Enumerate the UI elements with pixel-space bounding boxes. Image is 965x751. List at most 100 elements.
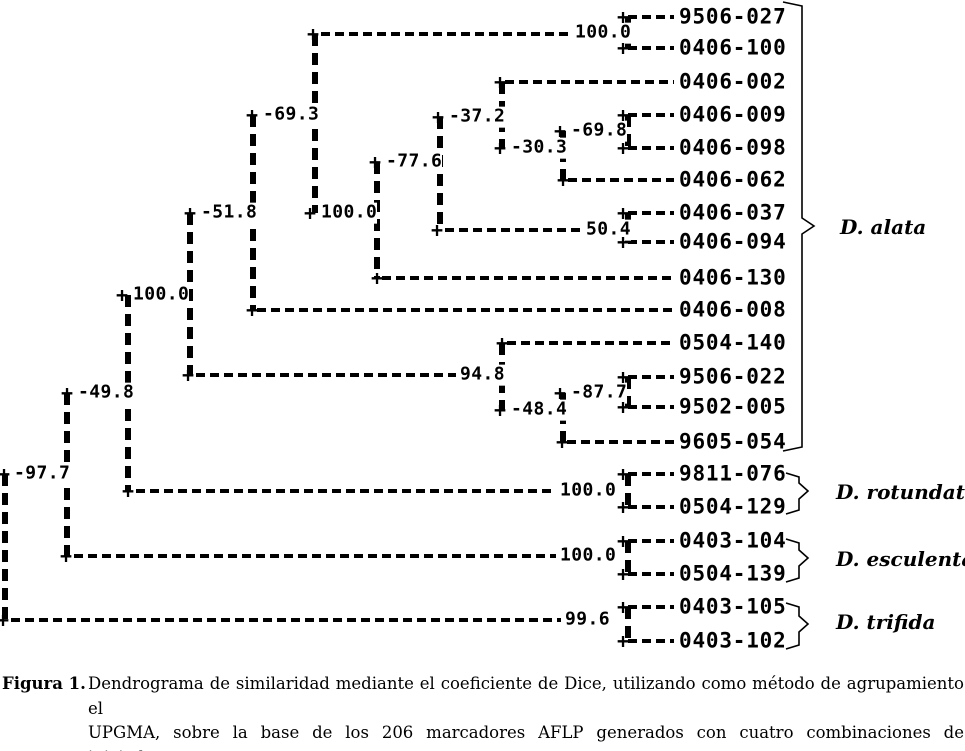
node-connector-a4	[437, 117, 443, 230]
dendrogram-tree: 100.0 -69.3 100.0 -77.6 -37.2 -30.3 -69.8 50.4 -…	[0, 1, 965, 651]
leaf-label: 0406-037	[679, 200, 787, 225]
plus-marker: +	[370, 266, 384, 290]
leaf-branch	[628, 639, 674, 643]
plus-marker: +	[556, 168, 570, 192]
leaf-label: 0406-008	[679, 297, 787, 322]
node-value-a4: -77.6	[386, 150, 443, 173]
species-bracket	[785, 472, 810, 515]
plus-marker: +	[59, 544, 73, 568]
leaf-branch	[628, 211, 674, 215]
plus-marker: +	[181, 363, 195, 387]
plus-marker: +	[616, 365, 630, 389]
leaf-label: 9502-005	[679, 394, 787, 419]
node-value-a17: 100.0	[560, 544, 617, 567]
leaf-label: 0504-140	[679, 330, 787, 355]
node-connector-a18	[625, 607, 631, 641]
plus-marker: +	[616, 395, 630, 419]
node-value-a3: 100.0	[321, 201, 378, 224]
plus-marker: +	[616, 36, 630, 60]
plus-marker: +	[616, 529, 630, 553]
plus-marker: +	[493, 70, 507, 94]
node-branch-a1	[321, 32, 571, 36]
leaf-branch	[628, 405, 674, 409]
plus-marker: +	[431, 105, 445, 129]
leaf-branch	[382, 276, 674, 280]
leaf-branch	[507, 341, 674, 345]
node-value-a18: 99.6	[565, 608, 610, 631]
leaf-branch	[628, 146, 674, 150]
leaf-label: 9506-027	[679, 4, 787, 29]
figure-caption: Figura 1. Dendrograma de similaridad med…	[0, 672, 965, 751]
plus-marker: +	[616, 5, 630, 29]
leaf-branch	[628, 505, 674, 509]
node-value-a9: -51.8	[201, 201, 258, 224]
plus-marker: +	[60, 381, 74, 405]
caption-text: Dendrograma de similaridad mediante el c…	[88, 672, 964, 751]
leaf-branch	[628, 472, 674, 476]
node-branch-a18	[11, 618, 561, 622]
leaf-label: 0406-098	[679, 135, 787, 160]
species-bracket	[785, 602, 810, 650]
plus-marker: +	[121, 479, 135, 503]
leaf-label: 0403-105	[679, 594, 787, 619]
plus-marker: +	[115, 283, 129, 307]
plus-marker: +	[553, 119, 567, 143]
plus-marker: +	[616, 495, 630, 519]
leaf-label: 0406-002	[679, 69, 787, 94]
node-value-a13: -87.7	[571, 381, 628, 404]
plus-marker: +	[493, 136, 507, 160]
node-value-a6: -30.3	[511, 136, 568, 159]
species-label: D. trifida	[836, 610, 936, 634]
leaf-label: 0406-062	[679, 167, 787, 192]
species-bracket	[785, 538, 810, 583]
root-connector	[2, 474, 8, 620]
leaf-branch	[505, 80, 674, 84]
leaf-label: 9811-076	[679, 461, 787, 486]
caption-label: Figura 1.	[2, 674, 86, 693]
node-value-a10: 100.0	[133, 283, 190, 306]
node-value-a5: -37.2	[449, 105, 506, 128]
plus-marker: +	[245, 103, 259, 127]
plus-marker: +	[183, 201, 197, 225]
leaf-branch	[628, 572, 674, 576]
species-bracket	[782, 1, 816, 452]
species-label: D. rotundata	[836, 480, 965, 504]
node-connector-a10	[187, 213, 193, 375]
plus-marker: +	[430, 218, 444, 242]
species-label: D. esculenta	[836, 547, 965, 571]
plus-marker: +	[616, 230, 630, 254]
plus-marker: +	[616, 562, 630, 586]
node-branch-a17	[74, 554, 556, 558]
species-label: D. alata	[840, 215, 927, 239]
plus-marker: +	[303, 201, 317, 225]
node-value-a8: 50.4	[586, 218, 631, 241]
plus-marker: +	[616, 595, 630, 619]
leaf-label: 0406-009	[679, 102, 787, 127]
node-connector-a16	[625, 474, 631, 507]
node-value-a11: 94.8	[460, 363, 505, 386]
plus-marker: +	[0, 462, 11, 486]
caption-line-1: Dendrograma de similaridad mediante el c…	[88, 674, 964, 718]
leaf-branch	[628, 240, 674, 244]
leaf-branch	[628, 15, 674, 19]
species-brackets	[782, 1, 816, 650]
node-branch-a16	[136, 489, 556, 493]
plus-marker: +	[306, 22, 320, 46]
node-connector-a17	[625, 541, 631, 574]
leaf-label: 9506-022	[679, 364, 787, 389]
node-value-a15: -97.7	[14, 462, 71, 485]
leaf-label: 0406-094	[679, 229, 787, 254]
node-value-a2: -69.3	[263, 103, 320, 126]
plus-marker: +	[0, 608, 10, 632]
caption-line-2: UPGMA, sobre la base de los 206 marcador…	[88, 723, 964, 751]
leaf-label: 0403-104	[679, 528, 787, 553]
leaf-branch	[628, 605, 674, 609]
plus-marker: +	[616, 136, 630, 160]
plus-marker: +	[495, 331, 509, 355]
leaf-label: 0504-139	[679, 561, 787, 586]
leaf-label: 0406-100	[679, 35, 787, 60]
node-value-a14: -49.8	[78, 381, 135, 404]
node-branch-a8	[445, 228, 582, 232]
node-value-a12: -48.4	[511, 398, 568, 421]
